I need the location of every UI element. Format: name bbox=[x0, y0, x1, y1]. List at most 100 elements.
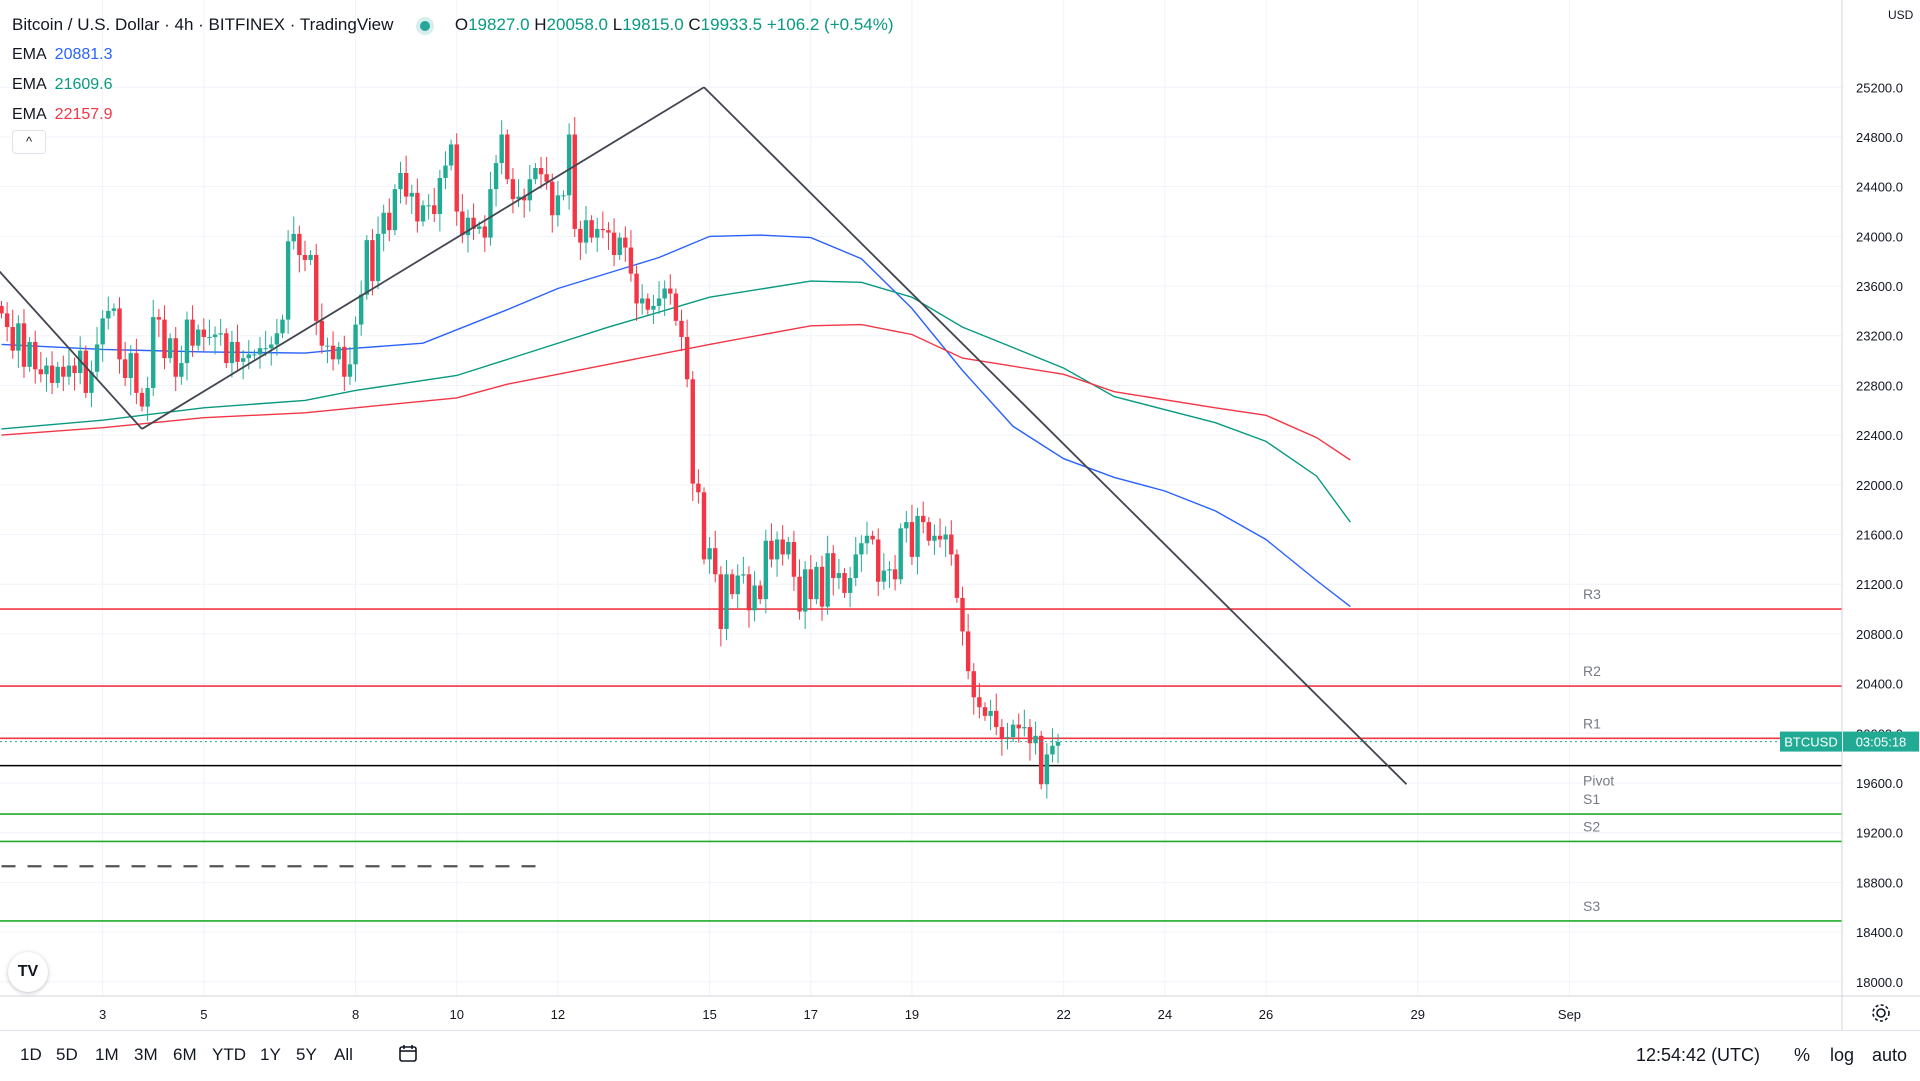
candle-body bbox=[285, 241, 291, 320]
time-tick-label: 8 bbox=[352, 1007, 359, 1022]
candle-body bbox=[173, 338, 178, 377]
candle-body bbox=[111, 308, 117, 311]
candle-body bbox=[336, 346, 341, 360]
auto-scale-toggle[interactable]: auto bbox=[1872, 1045, 1908, 1065]
candle-body bbox=[578, 228, 583, 243]
range-5d-button[interactable]: 5D bbox=[56, 1045, 78, 1064]
candle-body bbox=[713, 548, 718, 575]
candle-body bbox=[595, 228, 600, 238]
candle-body bbox=[977, 697, 982, 708]
candle-body bbox=[836, 573, 842, 579]
candle-body bbox=[887, 569, 892, 571]
candle-body bbox=[471, 217, 476, 229]
log-scale-toggle[interactable]: log bbox=[1830, 1045, 1855, 1065]
pivot-label-r3: R3 bbox=[1583, 586, 1601, 602]
candle-body bbox=[482, 226, 488, 238]
time-tick-label: 15 bbox=[702, 1007, 716, 1022]
price-tick-label: 20400.0 bbox=[1856, 677, 1903, 692]
trendline bbox=[0, 270, 143, 430]
candle-body bbox=[235, 341, 240, 362]
chart-legend: Bitcoin / U.S. Dollar · 4h · BITFINEX · … bbox=[12, 10, 894, 130]
pivot-lines: R3 R2 R1 Pivot S1 S2 S3 bbox=[0, 586, 1842, 922]
ema-legend-3[interactable]: EMA 22157.9 bbox=[12, 106, 113, 123]
candle-body bbox=[128, 353, 133, 378]
time-tick-label: 19 bbox=[905, 1007, 919, 1022]
candle-body bbox=[909, 522, 915, 557]
range-5y-button[interactable]: 5Y bbox=[296, 1045, 317, 1064]
candle-body bbox=[370, 240, 375, 282]
candle-body bbox=[1055, 742, 1061, 746]
candle-body bbox=[555, 195, 561, 216]
time-tick-label: 12 bbox=[551, 1007, 565, 1022]
candle-body bbox=[634, 273, 639, 304]
candle-body bbox=[589, 220, 594, 238]
range-1d-button[interactable]: 1D bbox=[20, 1045, 42, 1064]
candle-body bbox=[16, 323, 21, 351]
time-tick-label: Sep bbox=[1558, 1007, 1581, 1022]
chart-title[interactable]: Bitcoin / U.S. Dollar · 4h · BITFINEX · … bbox=[12, 15, 394, 34]
pivot-label-s1: S1 bbox=[1583, 791, 1600, 807]
range-6m-button[interactable]: 6M bbox=[173, 1045, 197, 1064]
range-3m-button[interactable]: 3M bbox=[134, 1045, 158, 1064]
candle-body bbox=[72, 365, 77, 374]
candle-body bbox=[477, 226, 482, 229]
tradingview-logo[interactable]: TV bbox=[8, 952, 48, 992]
candle-body bbox=[409, 192, 414, 197]
candle-body bbox=[353, 324, 358, 365]
ema-legend-1[interactable]: EMA 20881.3 bbox=[12, 46, 113, 63]
candle-body bbox=[21, 323, 27, 367]
candle-body bbox=[566, 134, 572, 196]
candle-body bbox=[701, 492, 707, 560]
candle-body bbox=[218, 333, 223, 335]
ema-line-3 bbox=[1, 323, 1351, 461]
candle-body bbox=[769, 540, 774, 560]
time-tick-label: 10 bbox=[449, 1007, 463, 1022]
candle-body bbox=[814, 566, 819, 600]
candle-body bbox=[763, 540, 769, 600]
candle-body bbox=[746, 574, 752, 611]
candle-body bbox=[454, 144, 459, 212]
candle-body bbox=[707, 548, 712, 560]
candle-body bbox=[10, 327, 15, 351]
percent-scale-toggle[interactable]: % bbox=[1794, 1045, 1811, 1065]
candle-body bbox=[364, 240, 369, 295]
candle-body bbox=[106, 310, 111, 319]
candle-body bbox=[156, 317, 162, 320]
trendline bbox=[141, 86, 705, 430]
candle-body bbox=[1044, 754, 1050, 785]
gear-icon[interactable] bbox=[1870, 1002, 1892, 1024]
utc-clock[interactable]: 12:54:42 (UTC) bbox=[1636, 1045, 1761, 1065]
time-tick-label: 26 bbox=[1259, 1007, 1273, 1022]
symbol-tag bbox=[1780, 731, 1842, 752]
candle-body bbox=[628, 247, 634, 274]
collapse-legend-button[interactable]: ^ bbox=[12, 130, 46, 154]
candle-body bbox=[325, 345, 330, 347]
range-all-button[interactable]: All bbox=[334, 1045, 353, 1064]
candle-body bbox=[954, 554, 960, 598]
range-1y-button[interactable]: 1Y bbox=[260, 1045, 281, 1064]
candle-body bbox=[432, 205, 437, 214]
candle-body bbox=[932, 535, 937, 541]
candle-body bbox=[375, 233, 381, 282]
candle-body bbox=[752, 585, 757, 611]
range-ytd-button[interactable]: YTD bbox=[212, 1045, 246, 1064]
range-1m-button[interactable]: 1M bbox=[95, 1045, 119, 1064]
candle-body bbox=[971, 671, 976, 698]
candle-body bbox=[808, 569, 813, 600]
calendar-icon[interactable] bbox=[398, 1043, 418, 1063]
candle-body bbox=[999, 727, 1005, 739]
candle-body bbox=[319, 320, 325, 346]
currency-label[interactable]: USD bbox=[1888, 8, 1914, 22]
ema-legend-2[interactable]: EMA 21609.6 bbox=[12, 76, 113, 93]
price-tick-label: 21600.0 bbox=[1856, 528, 1903, 543]
candle-body bbox=[988, 710, 993, 716]
time-tick-label: 3 bbox=[99, 1007, 106, 1022]
candle-body bbox=[201, 329, 207, 337]
candle-body bbox=[994, 710, 999, 728]
pivot-label-r1: R1 bbox=[1583, 715, 1601, 731]
candle-body bbox=[437, 177, 443, 214]
pivot-label-r2: R2 bbox=[1583, 663, 1601, 679]
candle-body bbox=[729, 574, 735, 595]
candle-body bbox=[505, 134, 510, 180]
